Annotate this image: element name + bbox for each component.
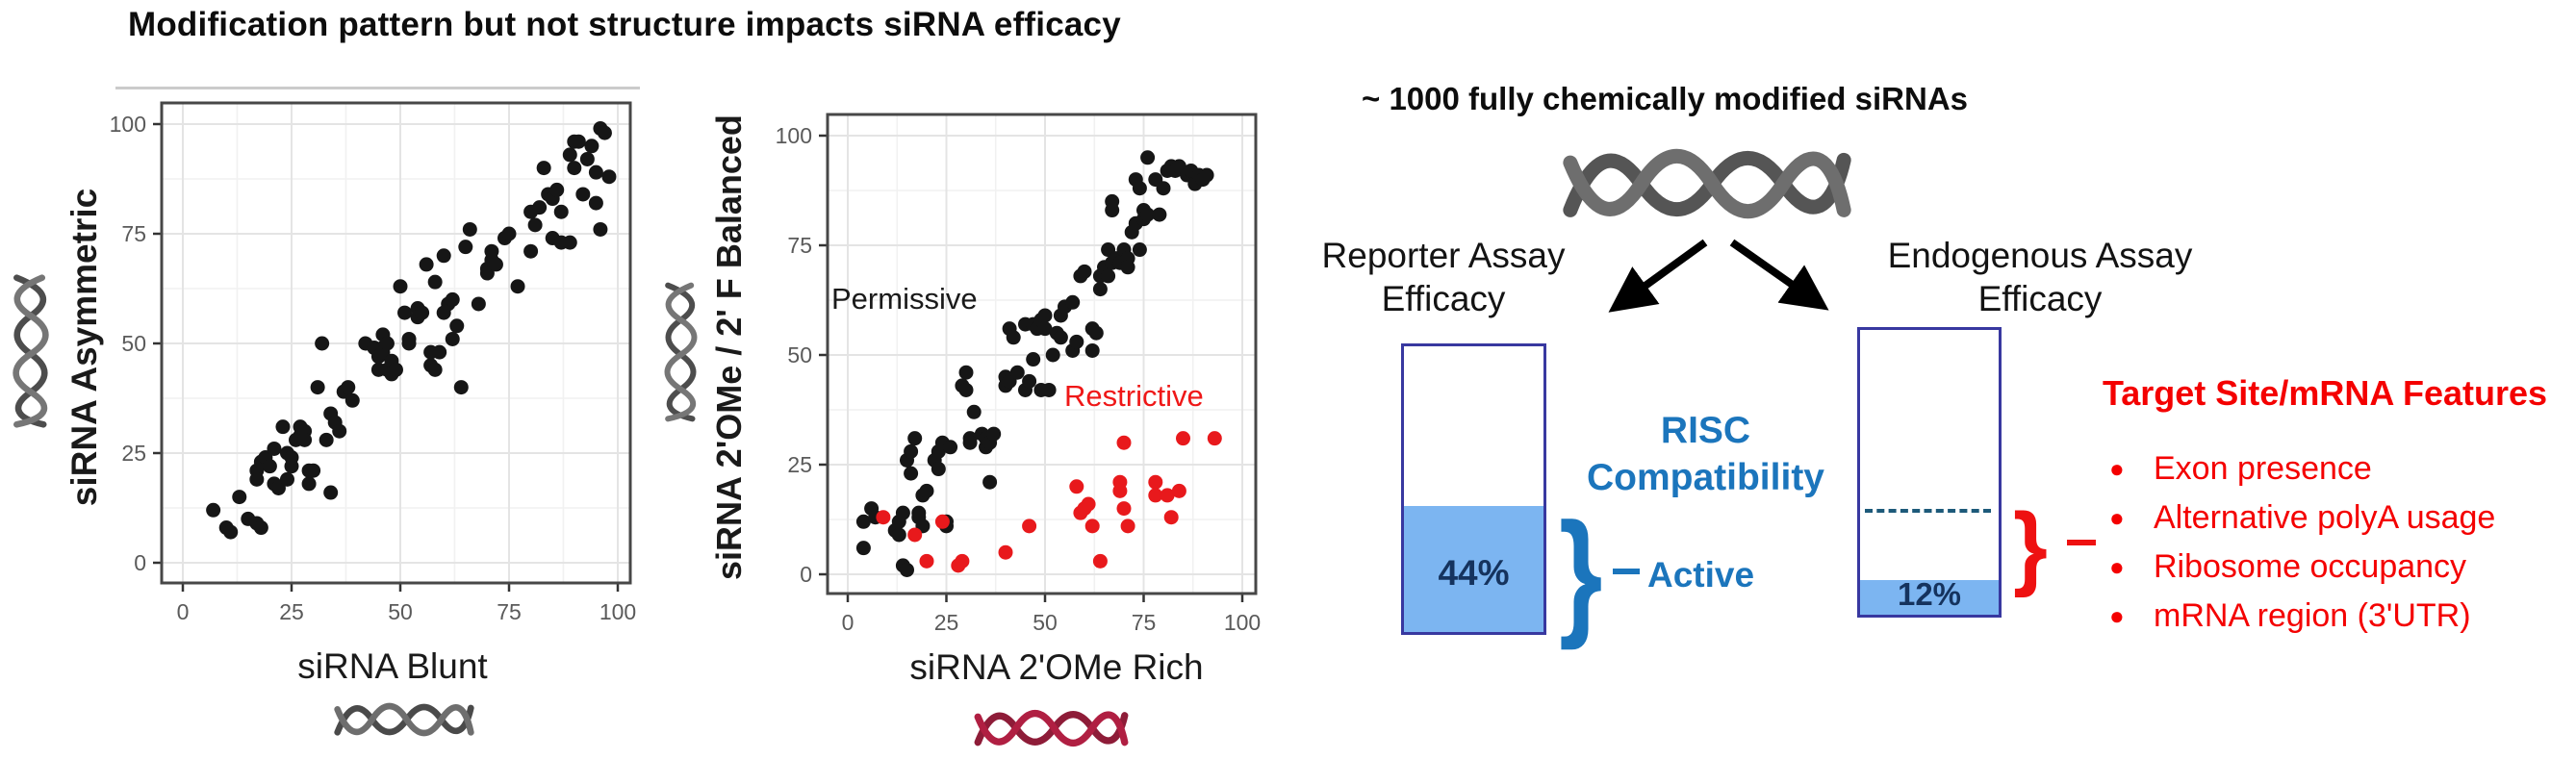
feature-text: Ribosome occupancy — [2154, 548, 2467, 585]
bullet-dot-icon: ● — [2109, 503, 2125, 532]
reporter-bar-fill — [1404, 506, 1543, 632]
svg-text:0: 0 — [800, 562, 812, 587]
svg-text:25: 25 — [121, 441, 146, 466]
title-underline-divider — [115, 87, 640, 89]
svg-text:0: 0 — [177, 599, 190, 624]
features-brace-icon: } — [2013, 493, 2048, 598]
middle-chart-x-axis-label: siRNA 2'OMe Rich — [909, 647, 1204, 687]
dna-helix-icon — [334, 702, 474, 737]
svg-text:100: 100 — [110, 112, 146, 137]
bullet-dot-icon: ● — [2109, 454, 2125, 483]
active-brace-icon: } — [1559, 493, 1603, 650]
svg-text:50: 50 — [1033, 610, 1058, 635]
svg-text:50: 50 — [121, 331, 146, 356]
figure-title: Modification pattern but not structure i… — [128, 6, 1121, 43]
svg-text:25: 25 — [934, 610, 959, 635]
svg-text:75: 75 — [787, 233, 812, 258]
endogenous-assay-label: Endogenous Assay Efficacy — [1857, 234, 2223, 320]
feature-item: ● mRNA region (3'UTR) — [2109, 592, 2495, 641]
left-chart-x-axis-label: siRNA Blunt — [297, 646, 488, 686]
endogenous-assay-line2: Efficacy — [1977, 279, 2103, 318]
features-title: Target Site/mRNA Features — [2102, 373, 2548, 413]
feature-text: Alternative polyA usage — [2154, 499, 2496, 536]
endogenous-assay-line1: Endogenous Assay — [1887, 236, 2193, 275]
svg-text:75: 75 — [497, 599, 522, 624]
svg-text:0: 0 — [842, 610, 854, 635]
svg-text:0: 0 — [134, 550, 146, 575]
feature-text: Exon presence — [2154, 450, 2372, 487]
reporter-assay-label: Reporter Assay Efficacy — [1289, 234, 1597, 320]
feature-item: ● Ribosome occupancy — [2109, 543, 2495, 592]
endogenous-efficacy-bar: 12% — [1857, 327, 2002, 618]
svg-text:100: 100 — [599, 599, 636, 624]
svg-text:50: 50 — [388, 599, 413, 624]
endogenous-bar-fill — [1860, 580, 1999, 615]
bullet-dot-icon: ● — [2109, 601, 2125, 630]
dna-helix-icon — [1563, 149, 1851, 218]
dna-helix-maroon-icon — [974, 710, 1129, 746]
feature-item: ● Alternative polyA usage — [2109, 493, 2495, 543]
right-section-title: ~ 1000 fully chemically modified siRNAs — [1362, 81, 1968, 116]
permissive-annotation: Permissive — [831, 282, 978, 316]
bullet-dot-icon: ● — [2109, 552, 2125, 581]
reporter-assay-line2: Efficacy — [1381, 279, 1506, 318]
reporter-level-dashed-line — [1865, 509, 1991, 513]
reporter-bar-value: 44% — [1438, 553, 1510, 593]
svg-text:75: 75 — [121, 221, 146, 246]
svg-text:100: 100 — [776, 123, 812, 148]
feature-item: ● Exon presence — [2109, 444, 2495, 493]
risc-line2: Compatibility — [1586, 457, 1824, 498]
left-arrow-icon — [1608, 239, 1708, 313]
right-arrow-icon — [1729, 239, 1829, 311]
reporter-efficacy-bar: 44% — [1401, 343, 1546, 635]
features-brace-stub — [2067, 540, 2096, 545]
svg-text:50: 50 — [787, 342, 812, 367]
svg-text:25: 25 — [279, 599, 304, 624]
svg-text:25: 25 — [787, 452, 812, 477]
features-list: ● Exon presence ● Alternative polyA usag… — [2109, 444, 2495, 641]
svg-text:100: 100 — [1224, 610, 1261, 635]
endogenous-bar-value: 12% — [1897, 576, 1962, 612]
svg-text:75: 75 — [1132, 610, 1157, 635]
risc-line1: RISC — [1660, 410, 1751, 451]
dna-helix-icon — [13, 274, 49, 428]
risc-compatibility-label: RISC Compatibility — [1559, 407, 1852, 501]
active-brace-stub — [1613, 569, 1640, 574]
restrictive-annotation: Restrictive — [1064, 379, 1204, 413]
reporter-assay-line1: Reporter Assay — [1321, 236, 1566, 275]
feature-text: mRNA region (3'UTR) — [2154, 597, 2471, 634]
active-label: Active — [1647, 555, 1755, 595]
dna-helix-icon — [664, 282, 698, 422]
